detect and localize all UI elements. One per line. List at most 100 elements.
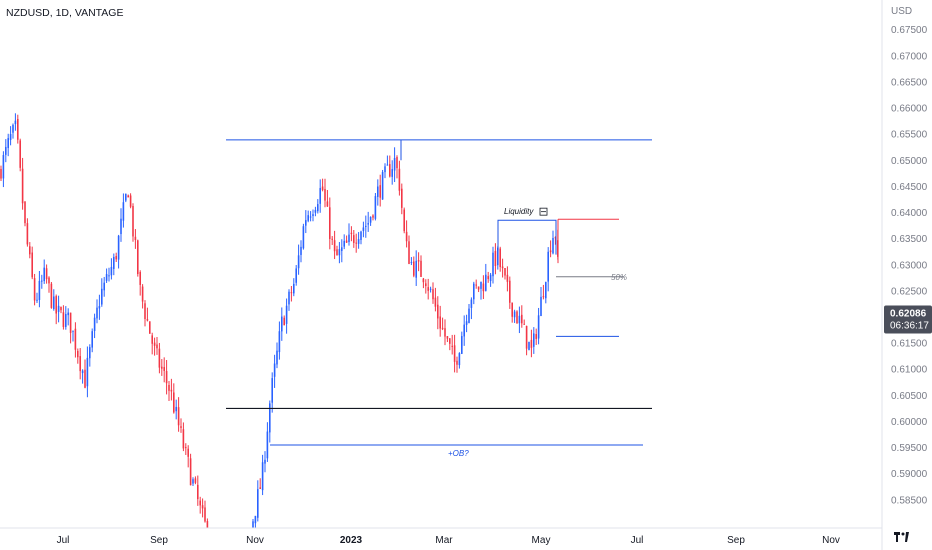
candle-body	[50, 283, 53, 308]
y-tick-label: 0.61500	[891, 339, 928, 350]
candle-body	[504, 268, 506, 276]
candle-body	[197, 484, 199, 500]
candle-body	[425, 283, 427, 287]
levels	[226, 139, 652, 446]
candle-body	[533, 333, 535, 347]
candle-body	[422, 278, 425, 283]
candle-body	[96, 307, 98, 319]
candle-body	[206, 521, 209, 528]
candle-body	[69, 312, 72, 333]
candle-body	[281, 316, 283, 332]
candle-body	[129, 195, 132, 207]
candle-body	[264, 459, 266, 464]
candle-body	[288, 291, 290, 305]
candle-body	[26, 223, 29, 245]
candle-body	[369, 216, 372, 223]
candle-body	[86, 357, 89, 387]
candle-body	[72, 330, 74, 332]
candle-body	[257, 489, 259, 518]
x-tick-label: 2023	[340, 535, 363, 546]
candle-body	[540, 296, 542, 316]
candle-body	[456, 360, 458, 365]
candle-body	[293, 283, 295, 294]
x-tick-label: Sep	[150, 535, 168, 546]
candle-body	[453, 345, 456, 362]
candle-body	[180, 426, 182, 428]
candle-body	[477, 286, 480, 290]
annotation-0: Liquidity	[504, 207, 534, 216]
tradingview-logo	[894, 532, 909, 542]
candle-body	[492, 252, 494, 277]
candle-body	[487, 276, 489, 280]
candle-body	[14, 120, 17, 125]
candle-body	[302, 226, 305, 249]
candle-body	[468, 308, 470, 323]
candle-body	[117, 235, 120, 260]
time-axis[interactable]: Jul Sep Nov 2023 Mar May Jul Sep Nov	[0, 527, 882, 546]
candle-body	[53, 296, 55, 310]
candle-body	[81, 370, 84, 374]
candle-body	[362, 227, 365, 231]
candle-body	[149, 321, 151, 334]
candle-body	[357, 239, 360, 244]
candle-body	[89, 347, 91, 359]
price-axis[interactable]: USD 0.67500 0.67000 0.66500 0.66000 0.65500 0…	[881, 0, 932, 550]
candle-body	[336, 249, 338, 256]
candle-body	[153, 342, 156, 346]
candle-body	[324, 188, 326, 201]
currency-label: USD	[891, 6, 912, 17]
candle-body	[314, 209, 317, 213]
candle-body	[182, 429, 185, 449]
candle-body	[137, 240, 139, 274]
candle-body	[516, 311, 518, 324]
candle-body	[333, 240, 336, 252]
candle-body	[530, 339, 533, 348]
candle-body	[168, 384, 170, 391]
candle-body	[170, 389, 173, 392]
candle-body	[74, 328, 77, 350]
candle-body	[79, 356, 81, 372]
y-tick-label: 0.61000	[891, 365, 928, 376]
candle-body	[62, 312, 65, 327]
candle-body	[367, 223, 369, 225]
candle-body	[398, 168, 401, 191]
candle-body	[163, 367, 165, 371]
candle-body	[355, 242, 357, 244]
candle-body	[113, 256, 115, 269]
candle-body	[98, 306, 101, 309]
candle-body	[518, 315, 521, 324]
candle-body	[21, 168, 24, 204]
y-tick-label: 0.67000	[891, 51, 928, 62]
candle-body	[7, 138, 9, 149]
y-tick-label: 0.63500	[891, 234, 928, 245]
x-tick-label: Jul	[631, 535, 644, 546]
candle-body	[29, 246, 31, 255]
candle-body	[489, 274, 492, 282]
candle-body	[201, 505, 204, 509]
candle-body	[405, 231, 408, 242]
candle-body	[254, 515, 257, 524]
candle-body	[461, 336, 463, 354]
candle-body	[381, 172, 384, 200]
candle-body	[278, 331, 281, 353]
candle-body	[326, 201, 329, 207]
plot-area[interactable]: Liquidity 50% +OB?	[0, 113, 652, 528]
candle-body	[341, 247, 343, 251]
candle-body	[38, 280, 41, 300]
y-tick-label: 0.60000	[891, 417, 928, 428]
candle-body	[473, 283, 475, 300]
candle-body	[297, 255, 300, 269]
candle-body	[480, 281, 482, 289]
candle-body	[199, 500, 201, 506]
candle-body	[429, 288, 432, 290]
candle-body	[57, 305, 60, 312]
candle-body	[528, 341, 530, 350]
candle-body	[158, 348, 161, 368]
candle-body	[413, 261, 415, 276]
candle-body	[393, 157, 396, 171]
liquidity-bracket	[497, 219, 557, 255]
x-tick-label: Sep	[727, 535, 745, 546]
candle-body	[458, 353, 461, 366]
candle-body	[420, 260, 422, 277]
